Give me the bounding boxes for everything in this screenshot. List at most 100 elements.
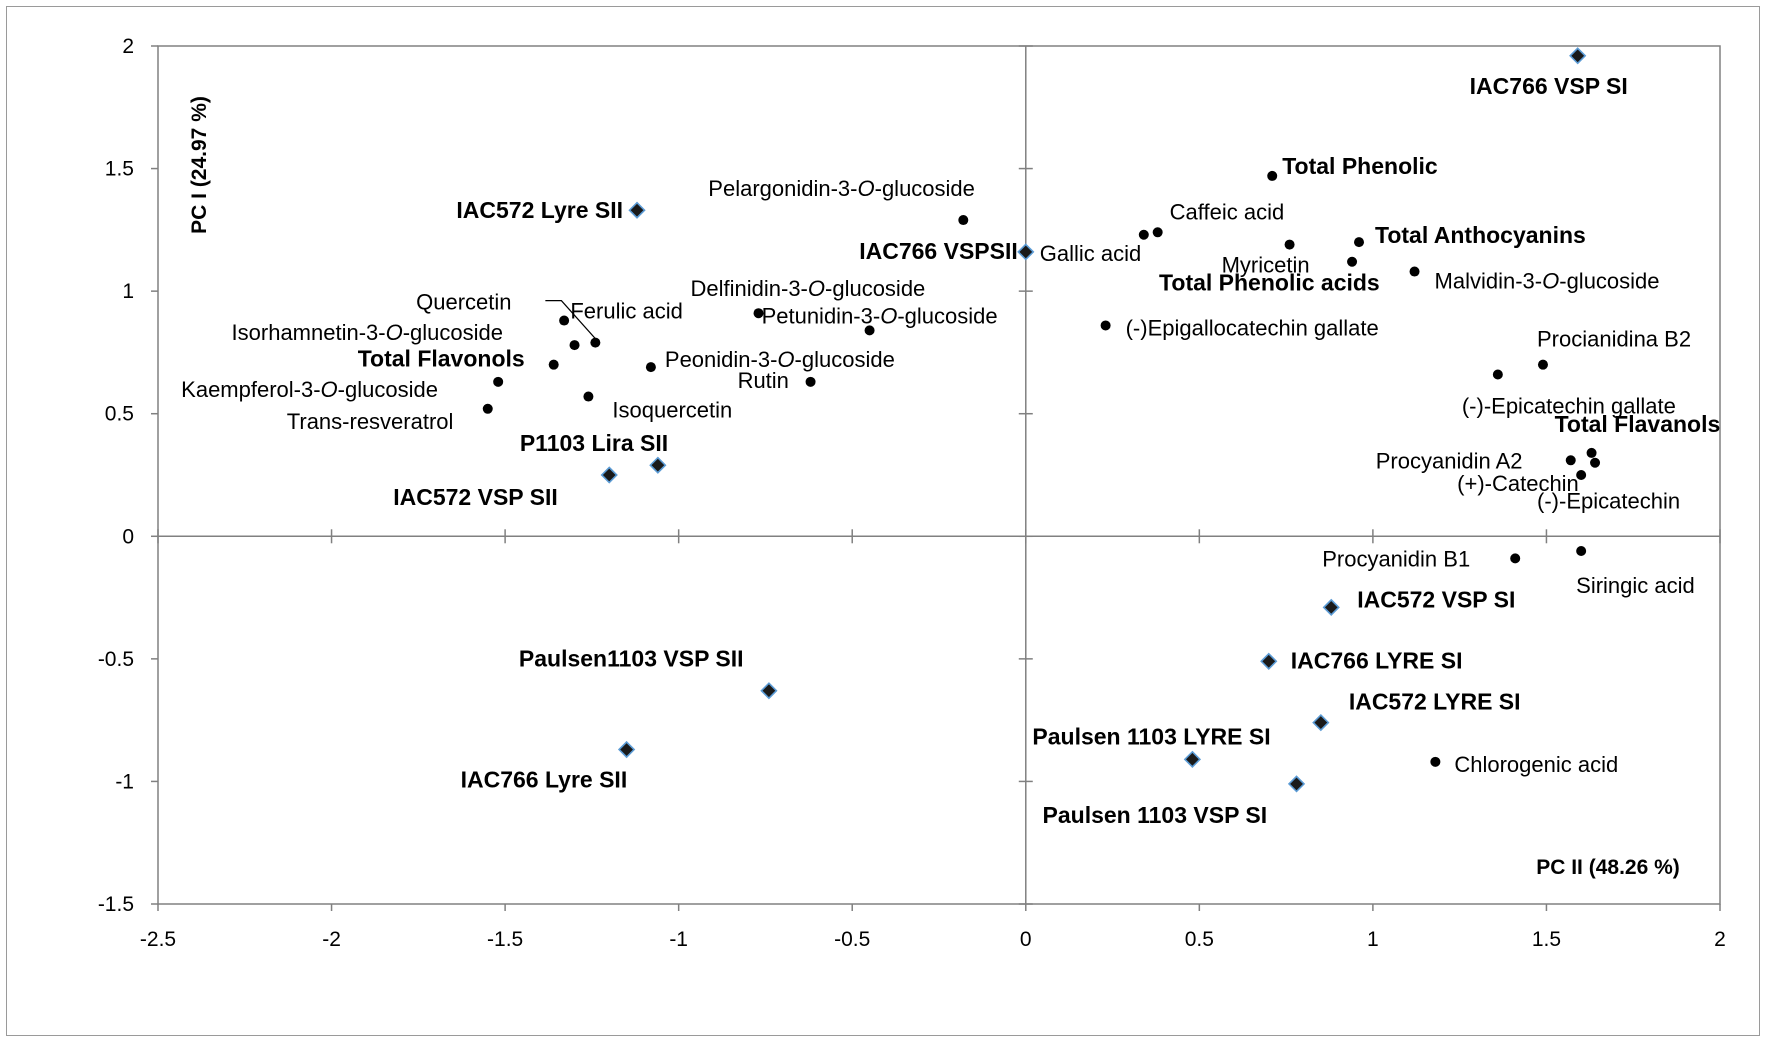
point-label: Total Phenolic acids (1159, 270, 1380, 296)
point-label: Rutin (738, 368, 789, 393)
point-label: P1103 Lira SII (520, 430, 668, 456)
variable-dot-marker (753, 308, 764, 319)
x-axis-label: PC II (48.26 %) (1536, 856, 1680, 879)
variable-dot-marker (1100, 320, 1111, 331)
sample-diamond-marker (1322, 598, 1340, 617)
point-label: IAC766 VSP SI (1470, 73, 1628, 99)
point-label: IAC766 VSPSII (859, 238, 1018, 264)
labels-layer: IAC766 VSP SI IAC572 Lyre SII IAC766 VSPSI… (181, 73, 1720, 828)
variable-dot-marker (645, 362, 656, 373)
point-label: (-)-Epicatechin (1537, 489, 1680, 514)
chart-frame (6, 6, 1760, 1036)
variable-dot-marker (1409, 266, 1420, 277)
x-tick-label: -2 (322, 928, 341, 951)
sample-diamond-marker (1017, 243, 1035, 261)
sample-diamond-marker (1312, 713, 1330, 732)
sample-diamond-marker (1287, 775, 1306, 793)
variable-dot-marker (1537, 359, 1548, 370)
point-label: Procyanidin A2 (1376, 448, 1523, 473)
variable-dot-marker (1492, 369, 1503, 380)
point-label: Peonidin-3-O-glucoside (665, 347, 895, 372)
variable-dot-marker (1586, 447, 1597, 458)
point-label: Paulsen1103 VSP SII (519, 646, 744, 672)
point-label: IAC572 LYRE SI (1349, 689, 1521, 715)
point-label: Total Flavonols (358, 346, 525, 372)
point-label: Quercetin (416, 290, 511, 315)
sample-diamond-marker (1183, 750, 1202, 768)
variable-dot-marker (958, 215, 969, 226)
point-label: Kaempferol-3-O-glucoside (181, 377, 438, 402)
variable-dot-marker (1354, 237, 1365, 248)
point-label: Isoquercetin (612, 398, 732, 423)
x-tick-label: -1 (669, 928, 688, 951)
variable-dot-marker (1576, 470, 1587, 480)
variable-dot-marker (1430, 756, 1441, 767)
y-tick-label: 0 (122, 525, 134, 548)
point-label: Total Flavanols (1555, 411, 1721, 437)
variable-dot-marker (1565, 455, 1576, 466)
point-label: Myricetin (1222, 253, 1310, 278)
point-label: Procianidina B2 (1537, 327, 1691, 352)
y-tick-label: 1.5 (105, 158, 134, 181)
point-label: Pelargonidin-3-O-glucoside (708, 176, 975, 201)
variable-dot-marker (1284, 239, 1295, 250)
variable-dot-marker (482, 403, 493, 414)
point-label: Delfinidin-3-O-glucoside (691, 276, 926, 301)
x-tick-label: 1 (1367, 928, 1379, 951)
y-tick-label: 2 (122, 35, 134, 58)
point-label: (-)Epigallocatechin gallate (1126, 315, 1379, 340)
leader-line (545, 299, 596, 340)
point-label: IAC766 LYRE SI (1291, 647, 1463, 673)
point-label: Total Phenolic (1282, 153, 1438, 179)
variable-dot-marker (1510, 553, 1521, 564)
point-label: Isorhamnetin-3-O-glucoside (232, 320, 503, 345)
point-label: (+)-Catechin (1457, 471, 1579, 496)
point-label: IAC572 Lyre SII (456, 197, 623, 223)
x-tick-label: 0 (1020, 928, 1032, 951)
variable-dot-marker (559, 315, 570, 326)
variable-dot-marker (1138, 229, 1149, 240)
marks-layer (482, 47, 1601, 793)
point-label: Malvidin-3-O-glucoside (1435, 269, 1660, 294)
variable-dot-marker (569, 340, 580, 351)
variable-dot-marker (493, 376, 504, 387)
variable-dot-marker (1267, 170, 1278, 181)
point-label: Ferulic acid (570, 299, 682, 324)
variable-dot-marker (1347, 256, 1358, 267)
sample-diamond-marker (600, 466, 618, 484)
point-label: Procyanidin B1 (1322, 546, 1470, 571)
x-tick-label: -0.5 (834, 928, 870, 951)
x-tick-label: 0.5 (1185, 928, 1214, 951)
x-tick-label: -1.5 (487, 928, 523, 951)
variable-dot-marker (1576, 545, 1587, 556)
point-label: Gallic acid (1040, 241, 1141, 266)
variable-dot-marker (805, 376, 816, 387)
point-label: Paulsen 1103 VSP SI (1043, 802, 1268, 828)
point-label: IAC766 Lyre SII (461, 767, 628, 793)
point-label: (-)-Epicatechin gallate (1462, 393, 1676, 418)
point-label: IAC572 VSP SI (1357, 586, 1515, 612)
sample-diamond-marker (1260, 652, 1278, 670)
x-tick-label: 1.5 (1532, 928, 1561, 951)
sample-diamond-marker (617, 740, 636, 759)
variable-dot-marker (583, 391, 594, 402)
x-tick-label: -2.5 (140, 928, 176, 951)
variable-dot-marker (590, 337, 601, 348)
sample-diamond-marker (760, 682, 778, 700)
x-tick-label: 2 (1714, 928, 1726, 951)
point-label: Caffeic acid (1170, 199, 1285, 224)
variable-dot-marker (548, 359, 559, 370)
variable-dot-marker (864, 325, 875, 336)
point-label: Trans-resveratrol (287, 409, 454, 434)
y-axis-label: PC I (24.97 %) (188, 96, 211, 234)
point-label: Total Anthocyanins (1375, 222, 1586, 248)
point-label: Petunidin-3-O-glucoside (762, 303, 998, 328)
y-tick-label: -1.5 (98, 893, 134, 916)
sample-diamond-marker (649, 456, 667, 474)
sample-diamond-marker (628, 201, 646, 219)
y-tick-label: 0.5 (105, 403, 134, 426)
variable-dot-marker (1152, 227, 1163, 238)
point-label: IAC572 VSP SII (393, 484, 558, 510)
y-tick-label: 1 (122, 280, 134, 303)
